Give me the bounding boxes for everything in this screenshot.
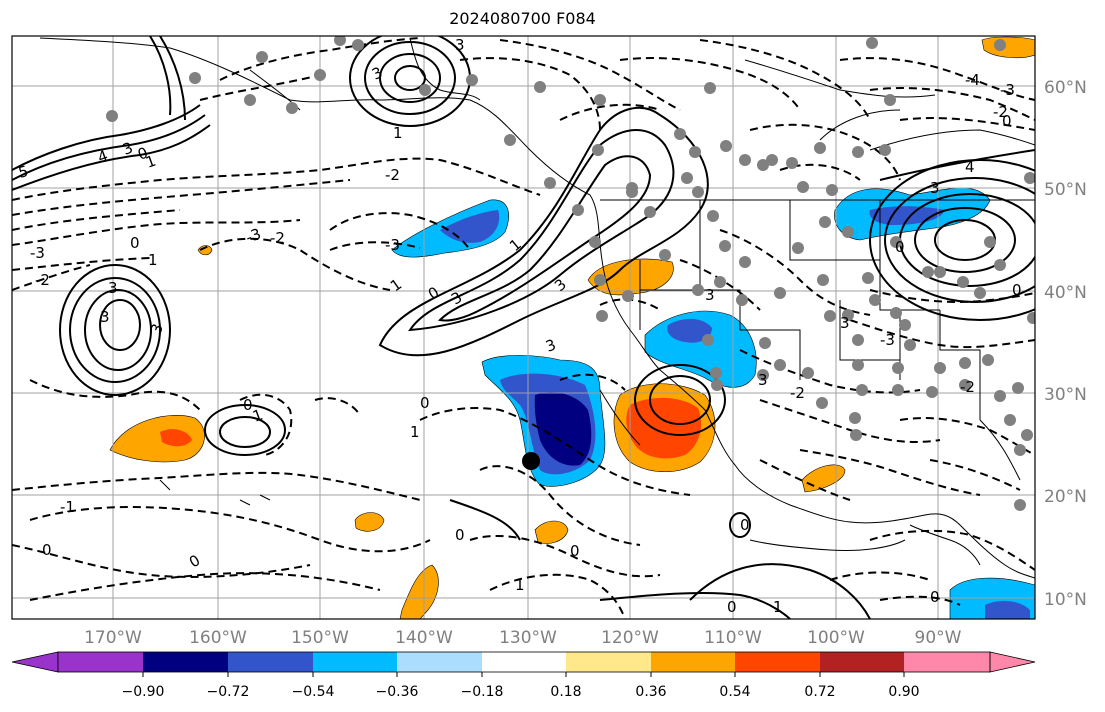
contour-label: 1 (148, 251, 158, 269)
contour-label: 3 (758, 371, 768, 389)
contour-label: 0 (130, 234, 140, 252)
contour-label: 0 (727, 598, 737, 616)
contour-label: 0 (1012, 281, 1022, 299)
contour-label: 5 (16, 162, 30, 182)
contour-label: 1 (393, 124, 403, 142)
lat-label: 40°N (1044, 283, 1087, 303)
contour-label: 3 (705, 286, 715, 304)
colorbar-tick-label: −0.72 (207, 684, 250, 700)
contour-label: -2 (35, 271, 50, 289)
contour-label: 1 (410, 423, 420, 441)
contour-label: 4 (965, 158, 975, 176)
colorbar-swatch (313, 652, 397, 672)
colorbar-swatch (820, 652, 904, 672)
map-frame (11, 35, 1036, 620)
contour-label: 0 (740, 516, 750, 534)
map-title: 2024080700 F084 (449, 9, 596, 28)
contour-label: 3 (930, 179, 940, 197)
colorbar-tick-label: 0.54 (719, 684, 750, 700)
contour-label: -1 (60, 498, 75, 516)
colorbar-tick-label: −0.90 (122, 684, 165, 700)
lat-label: 10°N (1044, 590, 1087, 610)
lat-label: 20°N (1044, 487, 1087, 507)
contour-label: -2 (385, 166, 400, 184)
contour-label: 3 (100, 308, 110, 326)
colorbar-tick-label: 0.18 (550, 684, 581, 700)
contour-label: 0 (420, 394, 430, 412)
lon-label: 90°W (915, 628, 962, 648)
colorbar-swatch (651, 652, 735, 672)
lon-label: 160°W (189, 628, 247, 648)
contour-label: 0 (243, 396, 253, 414)
lon-label: 130°W (499, 628, 557, 648)
contour-label: -3 (385, 236, 400, 254)
lat-label: 60°N (1044, 78, 1087, 98)
positive-anomaly-blob-california (587, 258, 674, 296)
lon-label: 150°W (291, 628, 349, 648)
colorbar: −0.90 −0.72 −0.54 −0.36 −0.18 0.18 0.36 … (11, 651, 1036, 700)
lon-label: 110°W (704, 628, 762, 648)
station-markers (106, 36, 1035, 511)
contour-label: 3 (455, 36, 465, 54)
colorbar-tick-label: −0.36 (376, 684, 419, 700)
colorbar-swatch (397, 652, 482, 672)
contour-label: 3 (840, 314, 850, 332)
contour-label: -3 (1000, 81, 1015, 99)
contour-label: 0 (1002, 112, 1012, 130)
colorbar-tick-label: 0.36 (635, 684, 666, 700)
lon-label: 140°W (395, 628, 453, 648)
target-location-marker (522, 452, 540, 470)
contour-label: -3 (880, 331, 895, 349)
contour-label: 1 (773, 598, 783, 616)
contour-label: 0 (570, 542, 580, 560)
lat-label: 30°N (1044, 385, 1087, 405)
shaded-anomaly-regions (109, 36, 1035, 619)
contour-label: -2 (993, 103, 1008, 121)
contour-label: -3 (30, 244, 45, 262)
contour-label: 0 (930, 588, 940, 606)
colorbar-low-extension (11, 651, 59, 673)
colorbar-swatch (566, 652, 651, 672)
colorbar-swatch (735, 652, 820, 672)
colorbar-tick-label: −0.18 (461, 684, 504, 700)
colorbar-high-extension (989, 651, 1036, 673)
colorbar-swatch (143, 652, 228, 672)
dashed-contours (12, 37, 1035, 619)
contour-label: -2 (790, 384, 805, 402)
contour-label: 0 (455, 526, 465, 544)
colorbar-swatch (904, 652, 990, 672)
lon-label: 120°W (601, 628, 659, 648)
contour-label: -2 (270, 229, 285, 247)
contour-label: 0 (42, 541, 52, 559)
lon-label: 170°W (84, 628, 142, 648)
solid-contours (12, 36, 1035, 619)
positive-anomaly-blob-west-pacific (109, 415, 205, 463)
colorbar-swatch (228, 652, 313, 672)
contour-label: 3 (108, 279, 118, 297)
contour-label: -2 (960, 378, 975, 396)
contour-label: 1 (515, 576, 525, 594)
colorbar-tick-label: 0.90 (888, 684, 919, 700)
longitude-labels: 170°W 160°W 150°W 140°W 130°W 120°W 110°… (84, 628, 962, 648)
contour-label: -3 (243, 225, 263, 247)
colorbar-tick-label: 0.72 (804, 684, 835, 700)
lat-label: 50°N (1044, 180, 1087, 200)
contour-label: 0 (895, 238, 905, 256)
contour-label: -4 (965, 71, 980, 89)
colorbar-swatch (58, 652, 143, 672)
colorbar-swatch (482, 652, 566, 672)
latitude-labels: 60°N 50°N 40°N 30°N 20°N 10°N (1044, 78, 1087, 610)
coastlines (39, 37, 1035, 579)
colorbar-tick-label: −0.54 (292, 684, 335, 700)
lon-label: 100°W (807, 628, 865, 648)
